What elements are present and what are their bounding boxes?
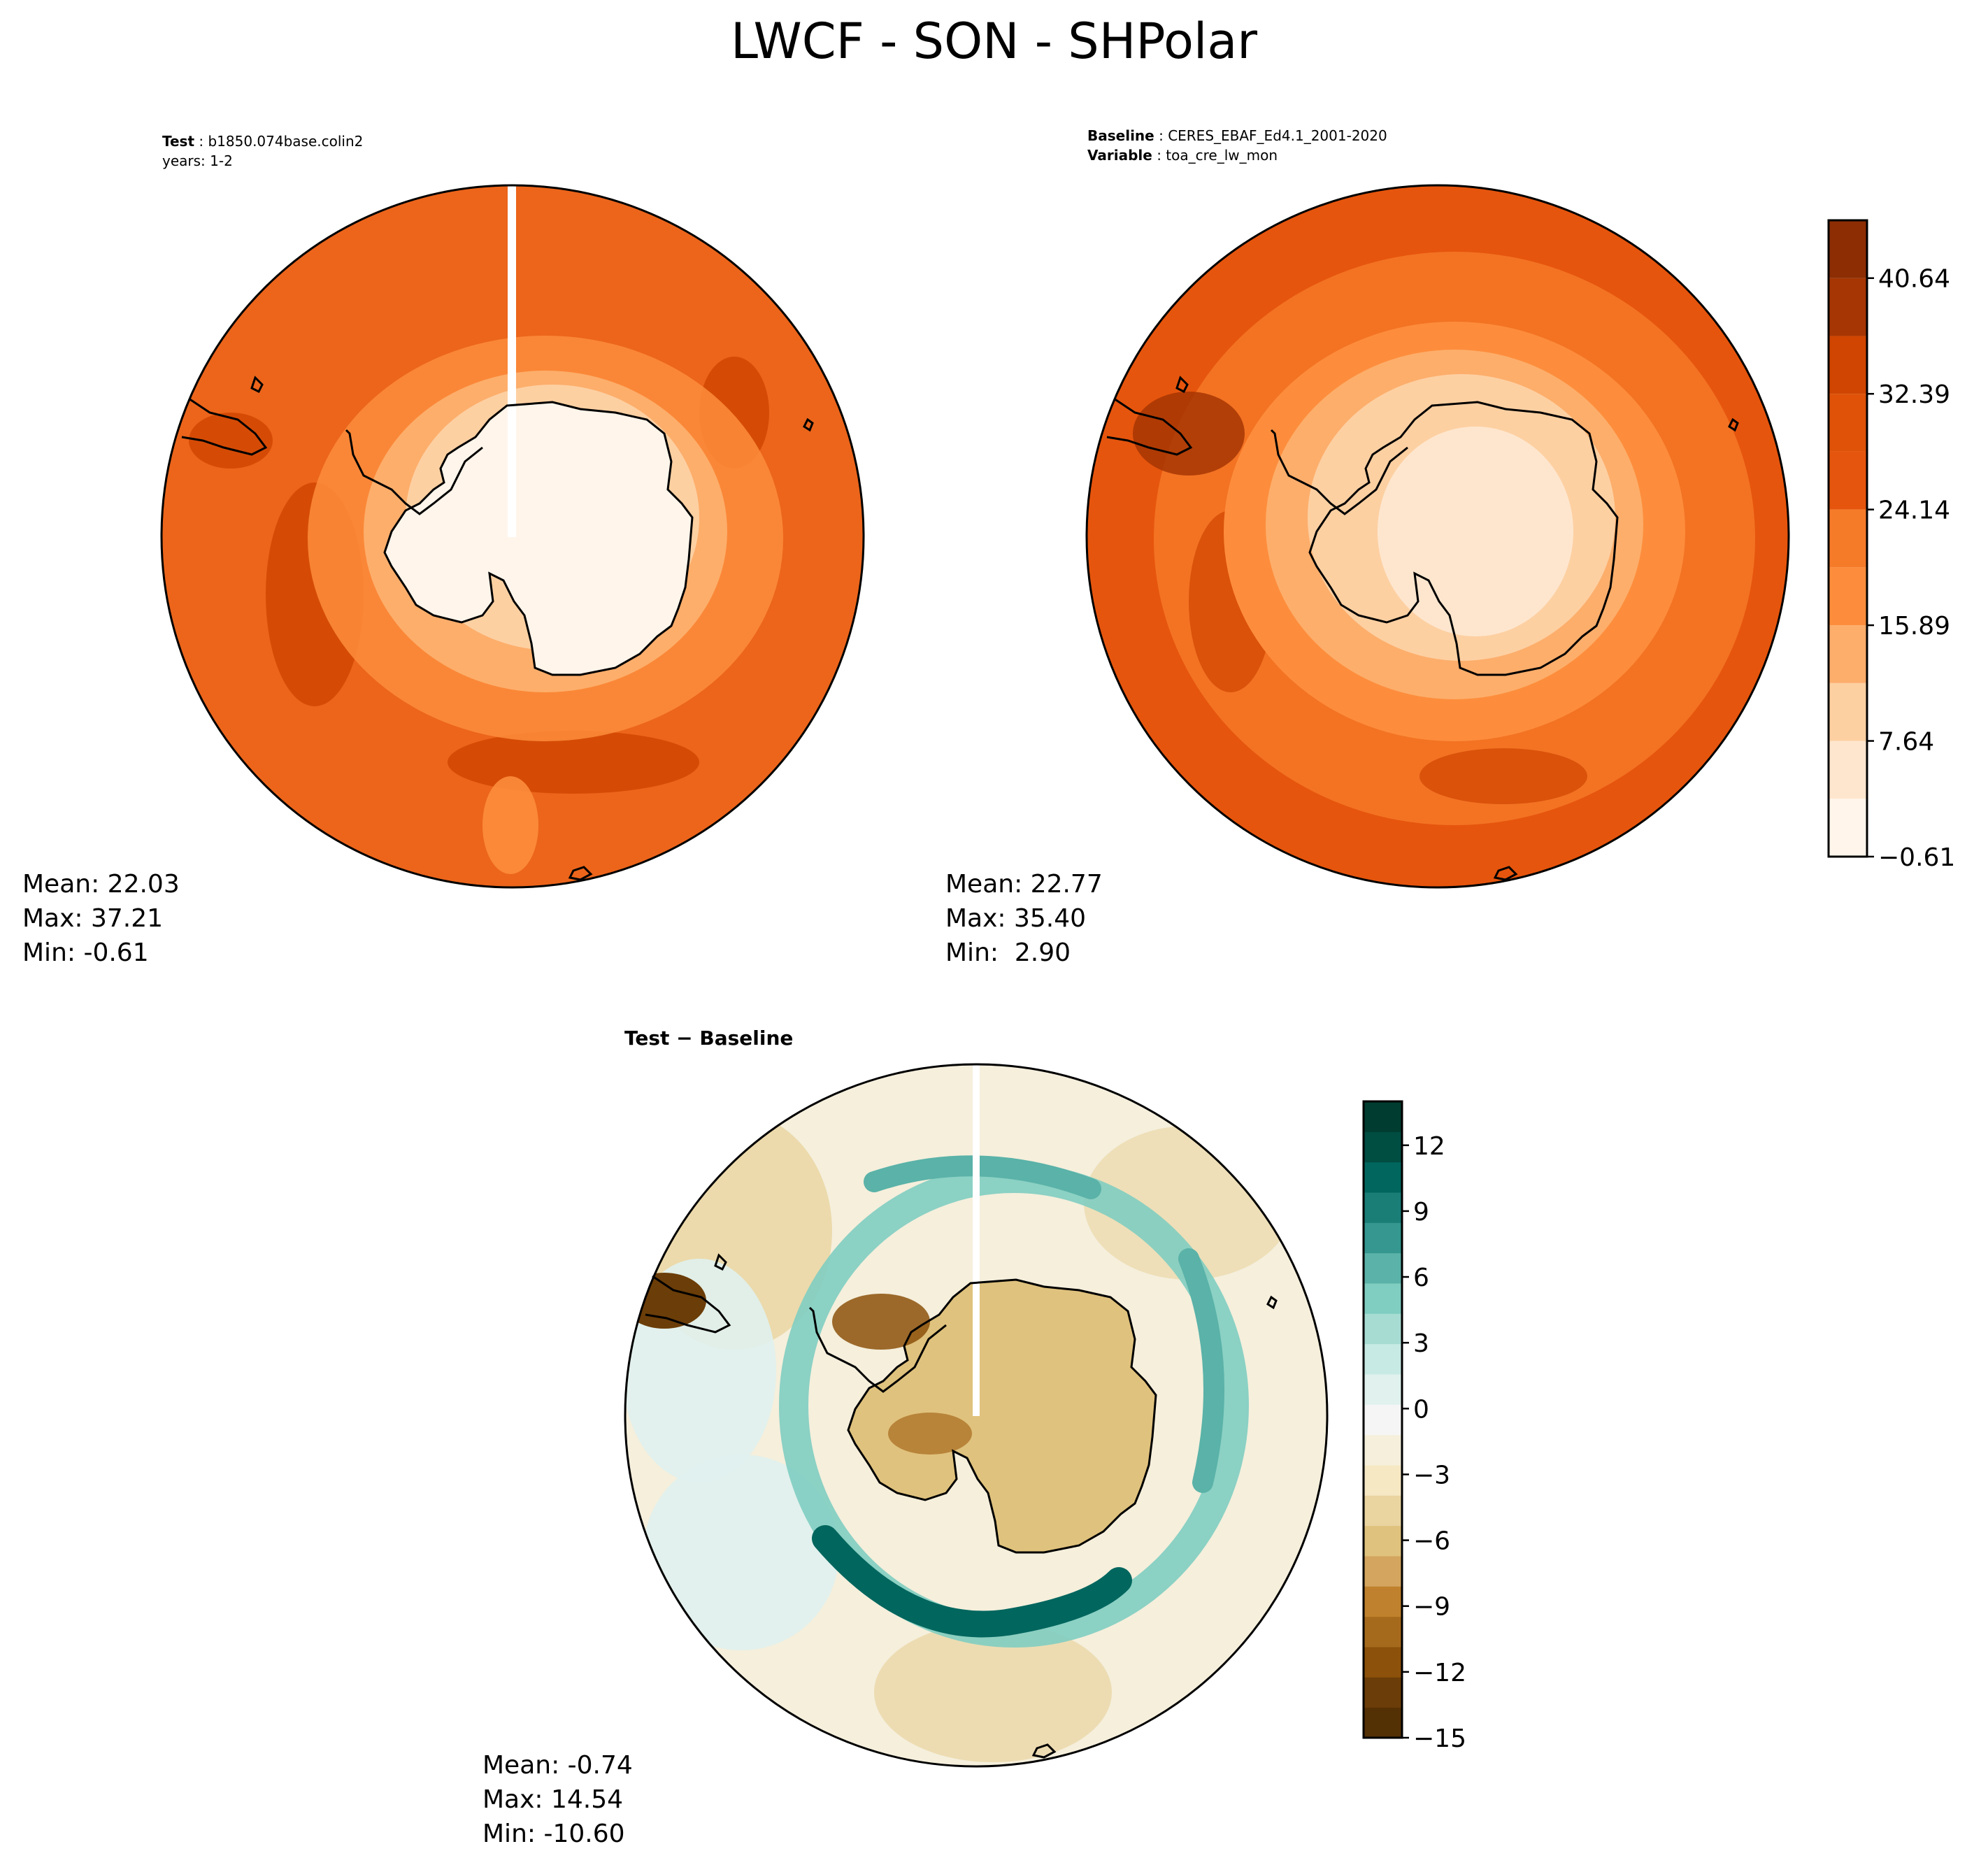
baseline-colorbar-band [1829, 567, 1867, 626]
diff-colorbar-band [1364, 1647, 1402, 1678]
baseline-colorbar-band [1829, 683, 1867, 741]
baseline-interior-pale [1378, 427, 1573, 636]
diff-colorbar-band [1364, 1404, 1402, 1436]
diff-teal-patch-sw [643, 1455, 839, 1650]
diff-colorbar-band [1364, 1616, 1402, 1648]
diff-map-boundary [624, 1063, 1329, 1768]
baseline-colorbar-band [1829, 509, 1867, 568]
diff-colorbar: 12 9 6 3 0 −3 −6 −9 −12 −15 [1362, 1100, 1466, 1753]
test-mean: Mean: 22.03 [22, 870, 180, 899]
diff-colorbar-band [1364, 1343, 1402, 1375]
diff-colorbar-tick-label: −12 [1413, 1659, 1466, 1687]
baseline-colorbar-band [1829, 799, 1867, 857]
test-max: Max: 37.21 [22, 904, 164, 933]
diff-stats: Mean: -0.74 Max: 14.54 Min: -10.60 [482, 1748, 633, 1851]
baseline-label-value: CERES_EBAF_Ed4.1_2001-2020 [1168, 127, 1387, 144]
diff-colorbar-tick-label: −9 [1413, 1593, 1450, 1622]
diff-brown-patch-south [874, 1622, 1112, 1762]
baseline-colorbar-tick-label: 7.64 [1878, 728, 1934, 757]
baseline-colorbar-tick-label: 40.64 [1878, 265, 1950, 294]
baseline-min: Min: 2.90 [945, 938, 1071, 967]
diff-coastlines [645, 1253, 1278, 1759]
diff-dark-brown-spot [625, 1273, 706, 1329]
diff-colorbar-band [1364, 1707, 1402, 1738]
baseline-colorbar-frame [1827, 219, 1868, 858]
baseline-mean: Mean: 22.77 [945, 870, 1103, 899]
test-min: Min: -0.61 [22, 938, 149, 967]
baseline-colorbar-band [1829, 278, 1867, 336]
diff-colorbar-band [1364, 1677, 1402, 1708]
baseline-colorbar-tick-label: −0.61 [1878, 843, 1955, 872]
baseline-variable-bold: Variable [1087, 147, 1152, 164]
diff-colorbar-band [1364, 1495, 1402, 1527]
diff-brown-patch-interior [888, 1413, 972, 1455]
baseline-max: Max: 35.40 [945, 904, 1087, 933]
diff-colorbar-band [1364, 1131, 1402, 1163]
figure-title: LWCF - SON - SHPolar [730, 13, 1258, 70]
diff-teal-arc-east [1178, 1248, 1224, 1493]
diff-colorbar-tick-label: −15 [1413, 1724, 1466, 1753]
diff-colorbar-band [1364, 1374, 1402, 1405]
diff-colorbar-tick-label: 9 [1413, 1198, 1429, 1227]
diff-colorbar-band [1364, 1313, 1402, 1345]
diff-colorbar-frame [1362, 1100, 1403, 1739]
diff-min: Min: -10.60 [482, 1820, 625, 1848]
baseline-colorbar-tick-label: 24.14 [1878, 496, 1950, 525]
test-stats: Mean: 22.03 Max: 37.21 Min: -0.61 [22, 867, 180, 970]
baseline-stats: Mean: 22.77 Max: 35.40 Min: 2.90 [945, 867, 1103, 970]
baseline-colorbar-band [1829, 394, 1867, 452]
diff-missing-data-strip [973, 1064, 980, 1416]
test-missing-data-strip [508, 185, 516, 537]
diff-colorbar-band [1364, 1465, 1402, 1496]
test-coastlines [181, 376, 814, 881]
diff-teal-arc-north [864, 1155, 1101, 1199]
diff-colorbar-band [1364, 1586, 1402, 1617]
baseline-colorbar-band [1829, 741, 1867, 799]
diff-colorbar-band [1364, 1101, 1402, 1132]
diff-dark-teal-arc [812, 1525, 1132, 1638]
diff-colorbar-tick-label: 12 [1413, 1132, 1445, 1161]
diff-colorbar-tick-label: 0 [1413, 1395, 1429, 1424]
diff-colorbar-tick-label: −3 [1413, 1461, 1450, 1489]
diff-colorbar-band [1364, 1222, 1402, 1254]
baseline-colorbar-band [1829, 220, 1867, 278]
test-header: Test : b1850.074base.colin2 years: 1-2 [162, 133, 364, 169]
diff-colorbar-tick-label: −6 [1413, 1527, 1450, 1556]
baseline-colorbar: −0.61 7.64 15.89 24.14 32.39 40.64 [1827, 219, 1955, 872]
baseline-header: Baseline : CERES_EBAF_Ed4.1_2001-2020 Va… [1087, 127, 1387, 164]
diff-colorbar-band [1364, 1556, 1402, 1587]
baseline-coastlines [1106, 376, 1739, 881]
diff-brown-patch-peninsula [832, 1294, 930, 1350]
test-label-bold: Test [162, 133, 195, 150]
baseline-colorbar-band [1829, 625, 1867, 683]
diff-colorbar-band [1364, 1162, 1402, 1193]
diff-colorbar-band [1364, 1525, 1402, 1557]
baseline-variable-value: toa_cre_lw_mon [1166, 147, 1278, 164]
diff-max: Max: 14.54 [482, 1785, 624, 1814]
baseline-dark-patch-nw [1133, 392, 1245, 476]
baseline-dark-patch-south [1420, 748, 1587, 804]
baseline-map-boundary [1085, 184, 1790, 889]
test-years: years: 1-2 [162, 152, 233, 169]
baseline-colorbar-tick-label: 15.89 [1878, 612, 1950, 641]
diff-title: Test − Baseline [624, 1027, 794, 1050]
baseline-colorbar-band [1829, 336, 1867, 394]
baseline-label-bold: Baseline [1087, 127, 1154, 144]
baseline-colorbar-tick-label: 32.39 [1878, 380, 1950, 409]
baseline-colorbar-band [1829, 451, 1867, 510]
diff-colorbar-band [1364, 1283, 1402, 1314]
diff-colorbar-band [1364, 1192, 1402, 1223]
diff-colorbar-band [1364, 1252, 1402, 1284]
diff-colorbar-band [1364, 1434, 1402, 1466]
test-map-boundary [160, 184, 865, 889]
diff-mean: Mean: -0.74 [482, 1751, 633, 1780]
test-light-patch-south [482, 776, 538, 874]
diff-colorbar-tick-label: 3 [1413, 1329, 1429, 1358]
test-label-value: b1850.074base.colin2 [208, 133, 364, 150]
diff-colorbar-tick-label: 6 [1413, 1264, 1429, 1292]
